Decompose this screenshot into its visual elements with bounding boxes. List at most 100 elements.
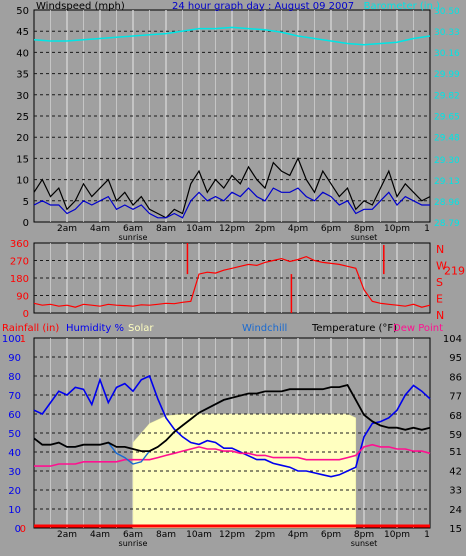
- current-direction-value: 219: [444, 264, 465, 277]
- temperature-tick-label: 95: [449, 353, 462, 364]
- hour-label: 6am: [123, 224, 143, 234]
- dewpoint-line: [34, 443, 431, 467]
- temperature-tick-label: 24: [449, 505, 462, 516]
- compass-letter: S: [436, 276, 443, 289]
- compass-letter: E: [436, 293, 443, 306]
- barometer-axis-label: Barometer (in.): [364, 1, 440, 12]
- wind-direction-line: [33, 255, 431, 308]
- humidity-tick-label: 60: [8, 410, 21, 421]
- direction-tick-label: 0: [23, 309, 29, 320]
- wind-tick-label: 0: [23, 218, 29, 229]
- humidity-tick-label: 50: [8, 429, 21, 440]
- humidity-tick-label: 0: [15, 524, 21, 535]
- humidity-tick-label: 20: [8, 486, 21, 497]
- barometer-tick-label: 30.50: [434, 7, 460, 17]
- hour-label-bottom: 8pm: [354, 530, 374, 540]
- barometer-tick-label: 30.33: [434, 28, 460, 38]
- wind-axis-label: Windspeed (mph): [36, 1, 125, 12]
- legend-windchill: Windchill: [242, 323, 287, 334]
- humidity-tick-label: 30: [8, 467, 21, 478]
- temperature-tick-label: 68: [449, 411, 462, 422]
- legend-temperature: Temperature (°F): [311, 323, 397, 334]
- temperature-tick-label: 33: [449, 486, 462, 497]
- wind-average-line: [33, 187, 430, 219]
- temperature-tick-label: 51: [449, 447, 462, 458]
- hour-label: 4am: [90, 224, 110, 234]
- wind-tick-label: 30: [16, 91, 29, 102]
- sunset-label: sunset: [351, 233, 378, 242]
- hour-label-bottom: 2am: [57, 530, 77, 540]
- wind-tick-label: 5: [23, 197, 29, 208]
- hour-label-bottom: 6pm: [321, 530, 341, 540]
- barometer-tick-label: 29.65: [434, 112, 460, 122]
- wind-tick-label: 10: [16, 176, 29, 187]
- temperature-tick-label: 104: [443, 334, 462, 345]
- hour-label: 10am: [186, 224, 212, 234]
- barometer-line: [33, 26, 431, 46]
- wind-line: [33, 156, 431, 219]
- humidity-tick-label: 100: [2, 334, 21, 345]
- barometer-tick-label: 28.79: [434, 219, 460, 229]
- temperature-line: [33, 383, 431, 453]
- compass-letter: W: [436, 260, 447, 273]
- hour-label-bottom: 8am: [156, 530, 176, 540]
- hour-label: 8am: [156, 224, 176, 234]
- direction-tick-label: 270: [10, 257, 29, 268]
- barometer-tick-label: 28.96: [434, 198, 460, 208]
- legend-rainfall: Rainfall (in): [2, 323, 59, 334]
- humidity-tick-label: 70: [8, 391, 21, 402]
- temperature-tick-label: 42: [449, 466, 462, 477]
- humidity-tick-label: 10: [8, 505, 21, 516]
- temperature-tick-label: 59: [449, 430, 462, 441]
- humidity-tick-label: 40: [8, 448, 21, 459]
- wind-tick-label: 25: [16, 112, 29, 123]
- end-hour-label: 1: [424, 224, 430, 234]
- hour-label: 4pm: [288, 224, 308, 234]
- sunrise-label: sunrise: [119, 233, 148, 242]
- wind-tick-label: 40: [16, 48, 29, 59]
- sunrise-label-bottom: sunrise: [119, 539, 148, 548]
- hour-label: 10pm: [384, 224, 410, 234]
- direction-tick-label: 180: [10, 274, 29, 285]
- wind-tick-label: 35: [16, 70, 29, 81]
- barometer-tick-label: 29.48: [434, 133, 460, 143]
- barometer-tick-label: 29.99: [434, 70, 460, 80]
- humidity-line: [33, 374, 431, 478]
- temperature-tick-label: 77: [449, 392, 462, 403]
- barometer-tick-label: 29.82: [434, 91, 460, 101]
- temperature-tick-label: 15: [449, 524, 462, 535]
- hour-label-bottom: 2pm: [255, 530, 275, 540]
- hour-label-bottom: 12pm: [219, 530, 245, 540]
- hour-label: 12pm: [219, 224, 245, 234]
- wind-tick-label: 15: [16, 154, 29, 165]
- chart-title: 24 hour graph day : August 09 2007: [172, 1, 354, 12]
- humidity-tick-label: 90: [8, 353, 21, 364]
- barometer-tick-label: 29.30: [434, 156, 460, 166]
- hour-label: 2am: [57, 224, 77, 234]
- compass-letter: N: [436, 309, 444, 322]
- legend-humidity: Humidity %: [66, 323, 124, 334]
- hour-label: 2pm: [255, 224, 275, 234]
- hour-label-bottom: 4pm: [288, 530, 308, 540]
- barometer-tick-label: 30.16: [434, 49, 460, 59]
- wind-tick-label: 45: [16, 27, 29, 38]
- temperature-tick-label: 86: [449, 372, 462, 383]
- humidity-tick-label: 80: [8, 372, 21, 383]
- hour-label-bottom: 10pm: [384, 530, 410, 540]
- rain-tick-label: 0: [20, 524, 26, 535]
- end-hour-label-bottom: 1: [424, 530, 430, 540]
- barometer-tick-label: 29.13: [434, 177, 460, 187]
- legend-solar: Solar: [128, 323, 154, 334]
- hour-label: 8pm: [354, 224, 374, 234]
- wind-tick-label: 20: [16, 133, 29, 144]
- direction-tick-label: 360: [10, 239, 29, 250]
- hour-label-bottom: 6am: [123, 530, 143, 540]
- sunset-label-bottom: sunset: [351, 539, 378, 548]
- compass-letter: N: [436, 243, 444, 256]
- legend-dewpoint: Dew Point: [393, 323, 443, 334]
- hour-label-bottom: 10am: [186, 530, 212, 540]
- rain-tick-label: 1: [20, 334, 26, 345]
- hour-label-bottom: 4am: [90, 530, 110, 540]
- hour-label: 6pm: [321, 224, 341, 234]
